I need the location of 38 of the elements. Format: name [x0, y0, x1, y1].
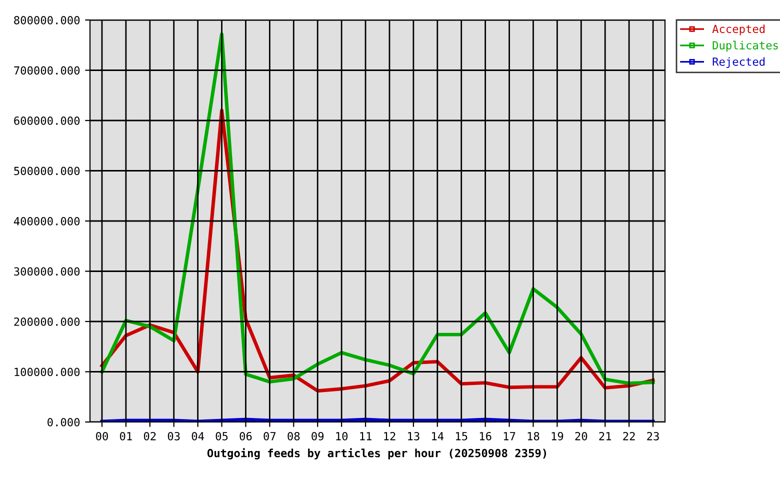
y-tick-label: 100000.000: [14, 368, 80, 376]
x-tick-label: 06: [240, 432, 252, 440]
line-series: [100, 32, 655, 386]
x-tick-label: 22: [623, 432, 635, 440]
x-tick-label: 00: [96, 432, 108, 440]
x-tick-label: 07: [264, 432, 276, 440]
x-tick-label: 15: [456, 432, 468, 440]
y-tick-label: 500000.000: [14, 166, 80, 176]
y-tick-label: 700000.000: [14, 66, 80, 75]
x-tick-label: 14: [432, 432, 444, 440]
x-tick-label: 18: [528, 432, 540, 440]
x-tick-label: 10: [336, 432, 348, 440]
x-tick-label: 02: [144, 432, 156, 440]
y-tick-label: 600000.000: [14, 116, 80, 125]
legend-label: Accepted: [712, 24, 765, 36]
x-tick-label: 09: [312, 432, 324, 440]
x-tick-label: 20: [575, 432, 588, 440]
legend-label: Rejected: [712, 57, 765, 68]
y-tick-label: 300000.000: [14, 267, 80, 276]
legend-label: Duplicates: [712, 40, 778, 52]
x-tick-label: 04: [192, 432, 204, 440]
y-tick-label: 800000.000: [14, 16, 80, 24]
x-tick-label: 16: [480, 432, 492, 440]
x-tick-label: 08: [288, 432, 300, 440]
x-tick-label: 11: [360, 432, 372, 440]
y-tick-label: 200000.000: [14, 318, 80, 326]
x-axis-title: Outgoing feeds by articles per hour (20250908 2359): [207, 448, 546, 460]
x-tick-label: 12: [384, 432, 396, 440]
y-tick-label: 400000.000: [14, 217, 80, 226]
x-tick-label: 19: [552, 432, 564, 440]
x-tick-label: 13: [408, 432, 420, 440]
x-tick-label: 01: [120, 432, 132, 440]
x-tick-label: 21: [599, 432, 612, 440]
x-tick-label: 23: [647, 432, 659, 440]
x-tick-label: 05: [216, 432, 228, 440]
x-tick-label: 03: [168, 432, 180, 440]
x-tick-label: 17: [504, 432, 516, 440]
y-tick-label: 0.000: [48, 418, 80, 426]
